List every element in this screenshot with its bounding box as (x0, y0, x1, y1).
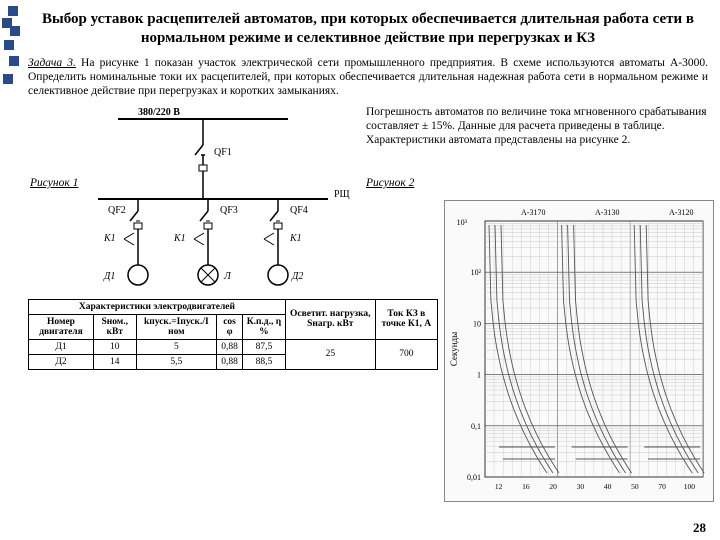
task-paragraph: Задача 3. На рисунке 1 показан участок э… (28, 56, 708, 99)
svg-text:50: 50 (631, 482, 639, 491)
rsh-label: РЩ (334, 189, 350, 200)
figure-1-label: Рисунок 1 (30, 177, 78, 189)
svg-text:Л: Л (223, 271, 232, 282)
svg-text:10: 10 (473, 319, 481, 328)
svg-text:К1: К1 (289, 233, 302, 244)
svg-text:100: 100 (684, 482, 696, 491)
svg-text:40: 40 (604, 482, 612, 491)
svg-text:70: 70 (658, 482, 666, 491)
task-body: На рисунке 1 показан участок электрическ… (28, 57, 708, 98)
qf1-label: QF1 (214, 147, 232, 158)
svg-text:10²: 10² (471, 268, 482, 277)
schematic-figure-1: Рисунок 1 380/220 В QF1 (28, 105, 358, 295)
svg-text:А-3120: А-3120 (669, 208, 693, 217)
branch-qf3: QF3 К1 Л (173, 199, 238, 285)
svg-text:К1: К1 (173, 233, 186, 244)
svg-text:QF3: QF3 (220, 205, 238, 216)
svg-text:А-3130: А-3130 (595, 208, 619, 217)
branch-qf4: QF4 К1 Д2 (264, 199, 308, 285)
right-paragraph: Погрешность автоматов по величине тока м… (366, 105, 708, 148)
svg-text:0,01: 0,01 (467, 473, 481, 482)
col-snom: Sном., кВт (93, 314, 136, 339)
svg-text:1: 1 (477, 371, 481, 380)
page-title: Выбор уставок расцепителей автоматов, пр… (28, 10, 708, 48)
svg-text:30: 30 (577, 482, 585, 491)
col-cosphi: cos φ (217, 314, 243, 339)
task-lead: Задача 3. (28, 57, 76, 69)
left-decoration (0, 0, 20, 540)
svg-text:Секунды: Секунды (449, 332, 459, 366)
col-motor-no: Номер двигателя (29, 314, 94, 339)
svg-text:10³: 10³ (457, 218, 468, 227)
voltage-label: 380/220 В (138, 107, 180, 118)
chart-figure-2: А-3170 А-3130 А-3120 10³ 10² 10 1 0,1 0,01 Секунд… (444, 200, 714, 502)
svg-text:16: 16 (522, 482, 530, 491)
svg-text:Д2: Д2 (291, 271, 303, 282)
svg-text:0,1: 0,1 (471, 422, 481, 431)
branch-qf2: QF2 К1 Д1 (103, 199, 148, 285)
svg-text:12: 12 (495, 482, 503, 491)
col-kpd: К.п.д., η % (242, 314, 285, 339)
svg-text:Д1: Д1 (103, 271, 115, 282)
svg-text:А-3170: А-3170 (521, 208, 545, 217)
col-kpusk: kпуск.=Iпуск./I ном (136, 314, 217, 339)
svg-text:К1: К1 (103, 233, 116, 244)
col-lighting: Осветит. нагрузка, Sнагр. кВт (285, 299, 375, 339)
table-caption: Характеристики электродвигателей (29, 299, 286, 314)
svg-text:20: 20 (549, 482, 557, 491)
figure-2-label: Рисунок 2 (366, 176, 708, 190)
page-number: 28 (693, 520, 706, 536)
svg-text:QF2: QF2 (108, 205, 126, 216)
svg-text:QF4: QF4 (290, 205, 308, 216)
